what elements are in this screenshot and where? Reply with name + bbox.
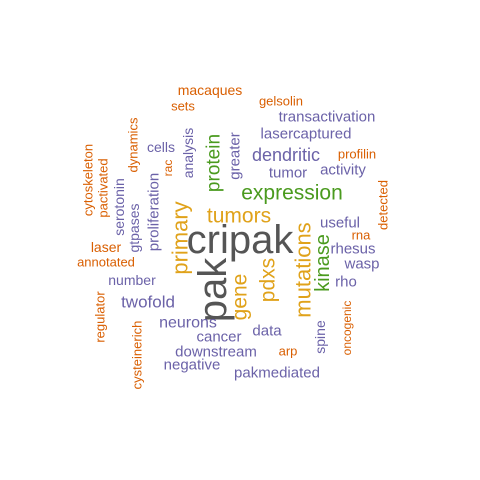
word-pactivated: pactivated [96,158,111,217]
word-regulator: regulator [93,291,108,343]
word-gene: gene [229,274,252,321]
word-macaques: macaques [178,82,243,98]
word-greater: greater [227,132,244,180]
word-mutations: mutations [291,222,316,317]
word-proliferation: proliferation [146,173,163,251]
word-rna: rna [352,228,372,243]
word-rho: rho [335,274,357,291]
word-annotated: annotated [77,255,135,270]
word-dynamics: dynamics [126,117,141,172]
word-downstream: downstream [175,344,257,361]
word-cells: cells [147,139,175,155]
word-useful: useful [320,215,360,232]
word-activity: activity [320,162,366,179]
word-sets: sets [171,99,195,114]
word-profilin: profilin [338,147,376,162]
word-number: number [108,272,156,288]
word-negative: negative [164,357,221,374]
word-cripak: cripak [187,218,295,262]
word-protein: protein [204,134,225,192]
word-rhesus: rhesus [330,241,375,258]
word-primary: primary [168,201,193,274]
word-neurons: neurons [159,315,217,332]
word-analysis: analysis [180,128,196,179]
word-gtpases: gtpases [126,203,142,252]
word-oncogenic: oncogenic [340,301,354,356]
word-detected: detected [376,180,391,230]
word-data: data [252,323,282,340]
word-laser: laser [91,239,122,255]
word-dendritic: dendritic [252,145,320,165]
word-expression: expression [241,182,343,205]
word-pdxs: pdxs [257,258,280,302]
word-tumor: tumor [269,165,307,182]
word-pak: pak [191,257,235,322]
word-cysteinerich: cysteinerich [130,321,145,390]
word-wasp: wasp [343,256,379,273]
word-arp: arp [279,344,298,359]
word-tumors: tumors [207,205,271,228]
word-transactivation: transactivation [279,109,376,126]
word-rac: rac [161,160,175,177]
word-twofold: twofold [121,293,175,312]
word-spine: spine [312,320,328,354]
word-cytoskeleton: cytoskeleton [81,144,96,216]
word-pakmediated: pakmediated [234,365,320,382]
word-lasercaptured: lasercaptured [261,126,352,143]
word-gelsolin: gelsolin [259,94,303,109]
word-cancer: cancer [196,329,241,346]
word-serotonin: serotonin [111,178,127,236]
word-kinase: kinase [312,234,334,292]
